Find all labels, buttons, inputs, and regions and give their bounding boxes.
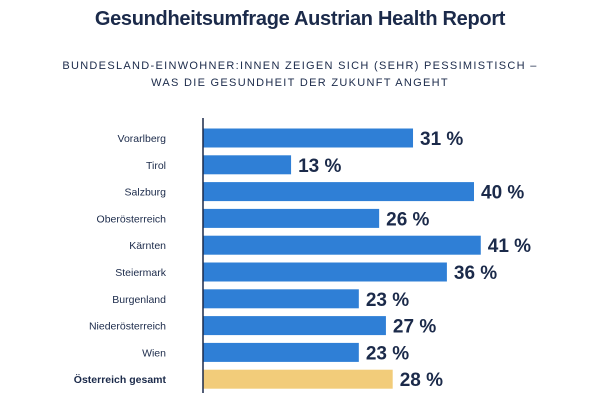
value-label: 23 %	[366, 343, 409, 364]
bar-total	[203, 369, 393, 389]
value-label: 27 %	[393, 317, 436, 338]
value-label: 28 %	[400, 370, 443, 391]
value-label: 26 %	[386, 209, 429, 230]
value-label: 23 %	[366, 290, 409, 311]
value-label: 31 %	[420, 129, 463, 150]
category-label: Niederösterreich	[89, 321, 166, 333]
category-label: Tirol	[146, 160, 166, 172]
bar	[203, 155, 292, 175]
bar	[203, 342, 359, 362]
bar	[203, 262, 447, 282]
category-label: Salzburg	[125, 187, 167, 199]
bar	[203, 128, 414, 148]
bar	[203, 182, 474, 202]
chart-subtitle-line-2: WAS DIE GESUNDHEIT DER ZUKUNFT ANGEHT	[151, 77, 449, 89]
category-label: Wien	[142, 347, 166, 359]
bar	[203, 235, 481, 255]
value-label: 13 %	[298, 156, 341, 177]
category-label: Burgenland	[112, 294, 166, 306]
category-label: Österreich gesamt	[74, 373, 167, 386]
bars-layer: Vorarlberg 31 % Tirol 13 % Salzburg 40 % Oberö…	[74, 128, 531, 391]
chart-subtitle-line-1: BUNDESLAND-EINWOHNER:INNEN ZEIGEN SICH (…	[62, 60, 538, 72]
category-label: Oberösterreich	[97, 213, 167, 225]
chart-subtitle: BUNDESLAND-EINWOHNER:INNEN ZEIGEN SICH (…	[0, 58, 600, 92]
value-label: 36 %	[454, 263, 497, 284]
chart-title: Gesundheitsumfrage Austrian Health Repor…	[94, 8, 506, 30]
value-label: 41 %	[488, 236, 531, 257]
category-label: Steiermark	[115, 267, 167, 279]
value-label: 40 %	[481, 183, 524, 204]
bar	[203, 316, 386, 336]
bar	[203, 289, 359, 309]
bar	[203, 208, 380, 228]
category-label: Kärnten	[129, 240, 166, 252]
category-label: Vorarlberg	[118, 133, 167, 145]
